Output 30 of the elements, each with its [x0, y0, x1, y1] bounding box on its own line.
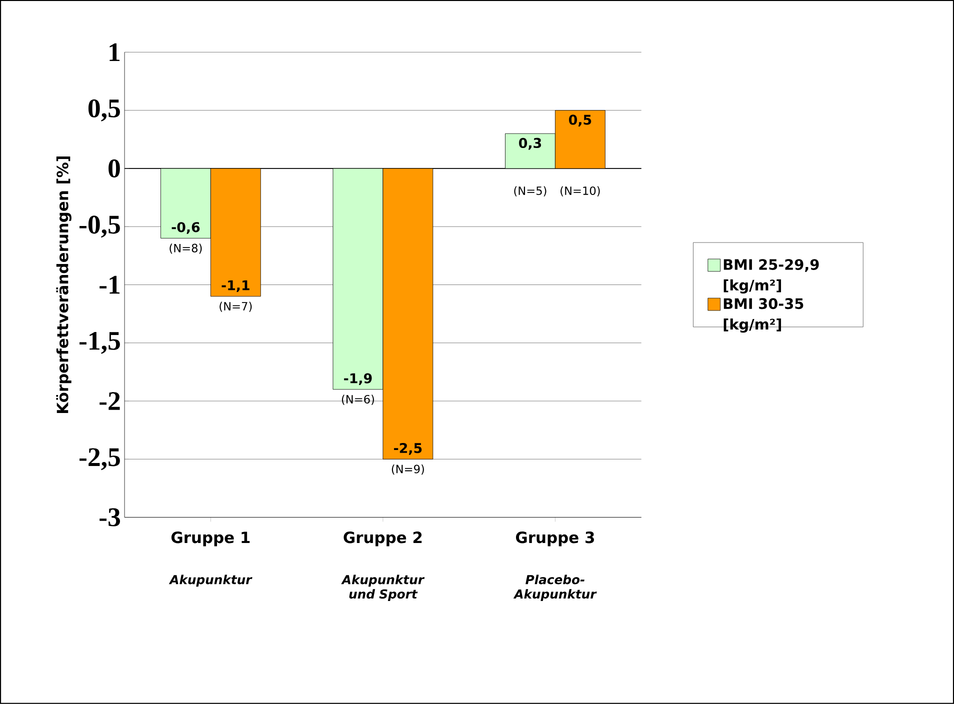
y-tick-label: -1,5	[80, 332, 120, 354]
text: Akupunktur	[168, 574, 252, 587]
text: Placebo-Akupunktur	[513, 574, 597, 602]
annotation: (N=6)	[342, 394, 374, 405]
annotation: (N=9)	[392, 464, 424, 475]
annotation: (N=10)	[560, 186, 600, 196]
data-label: -0,6	[172, 222, 200, 234]
y-tick-label: 0	[108, 159, 120, 178]
text: Akupunktur und Sport	[341, 574, 425, 602]
annotation: (N=5)	[514, 186, 546, 196]
y-tick-label: -1	[100, 276, 120, 294]
annotation: (N=8)	[170, 244, 202, 254]
x-tick-label: Gruppe 3	[516, 532, 594, 546]
legend-label: BMI 30-35 [kg/m²]	[724, 298, 804, 333]
data-label: -1,1	[222, 280, 250, 292]
y-tick-label: -2	[100, 392, 120, 410]
data-label: -2,5	[394, 443, 422, 455]
y-tick-label: -2,5	[80, 448, 120, 470]
y-tick-label: -0,5	[80, 216, 120, 238]
y-tick-label: -3	[100, 508, 120, 526]
annotation: (N=7)	[220, 302, 252, 312]
legend-label: BMI 25-29,9 [kg/m²]	[724, 259, 819, 294]
y-axis-title: Körperfettveränderungen [%]	[56, 156, 72, 414]
x-tick-label: Gruppe 1	[171, 532, 250, 546]
data-label: 0,5	[568, 114, 592, 127]
data-label: 0,3	[519, 138, 542, 150]
y-tick-label: 0,5	[88, 99, 120, 122]
y-tick-label: 1	[110, 43, 120, 62]
x-tick-label: Gruppe 2	[344, 532, 422, 546]
data-label: -1,9	[344, 373, 372, 386]
